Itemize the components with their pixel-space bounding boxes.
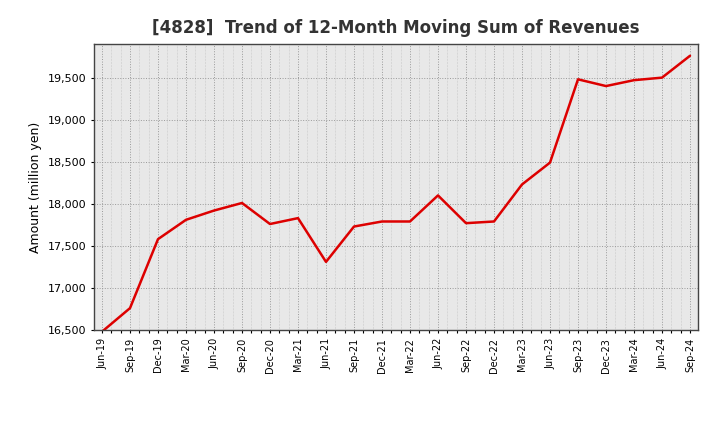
Y-axis label: Amount (million yen): Amount (million yen) <box>29 121 42 253</box>
Title: [4828]  Trend of 12-Month Moving Sum of Revenues: [4828] Trend of 12-Month Moving Sum of R… <box>152 19 640 37</box>
